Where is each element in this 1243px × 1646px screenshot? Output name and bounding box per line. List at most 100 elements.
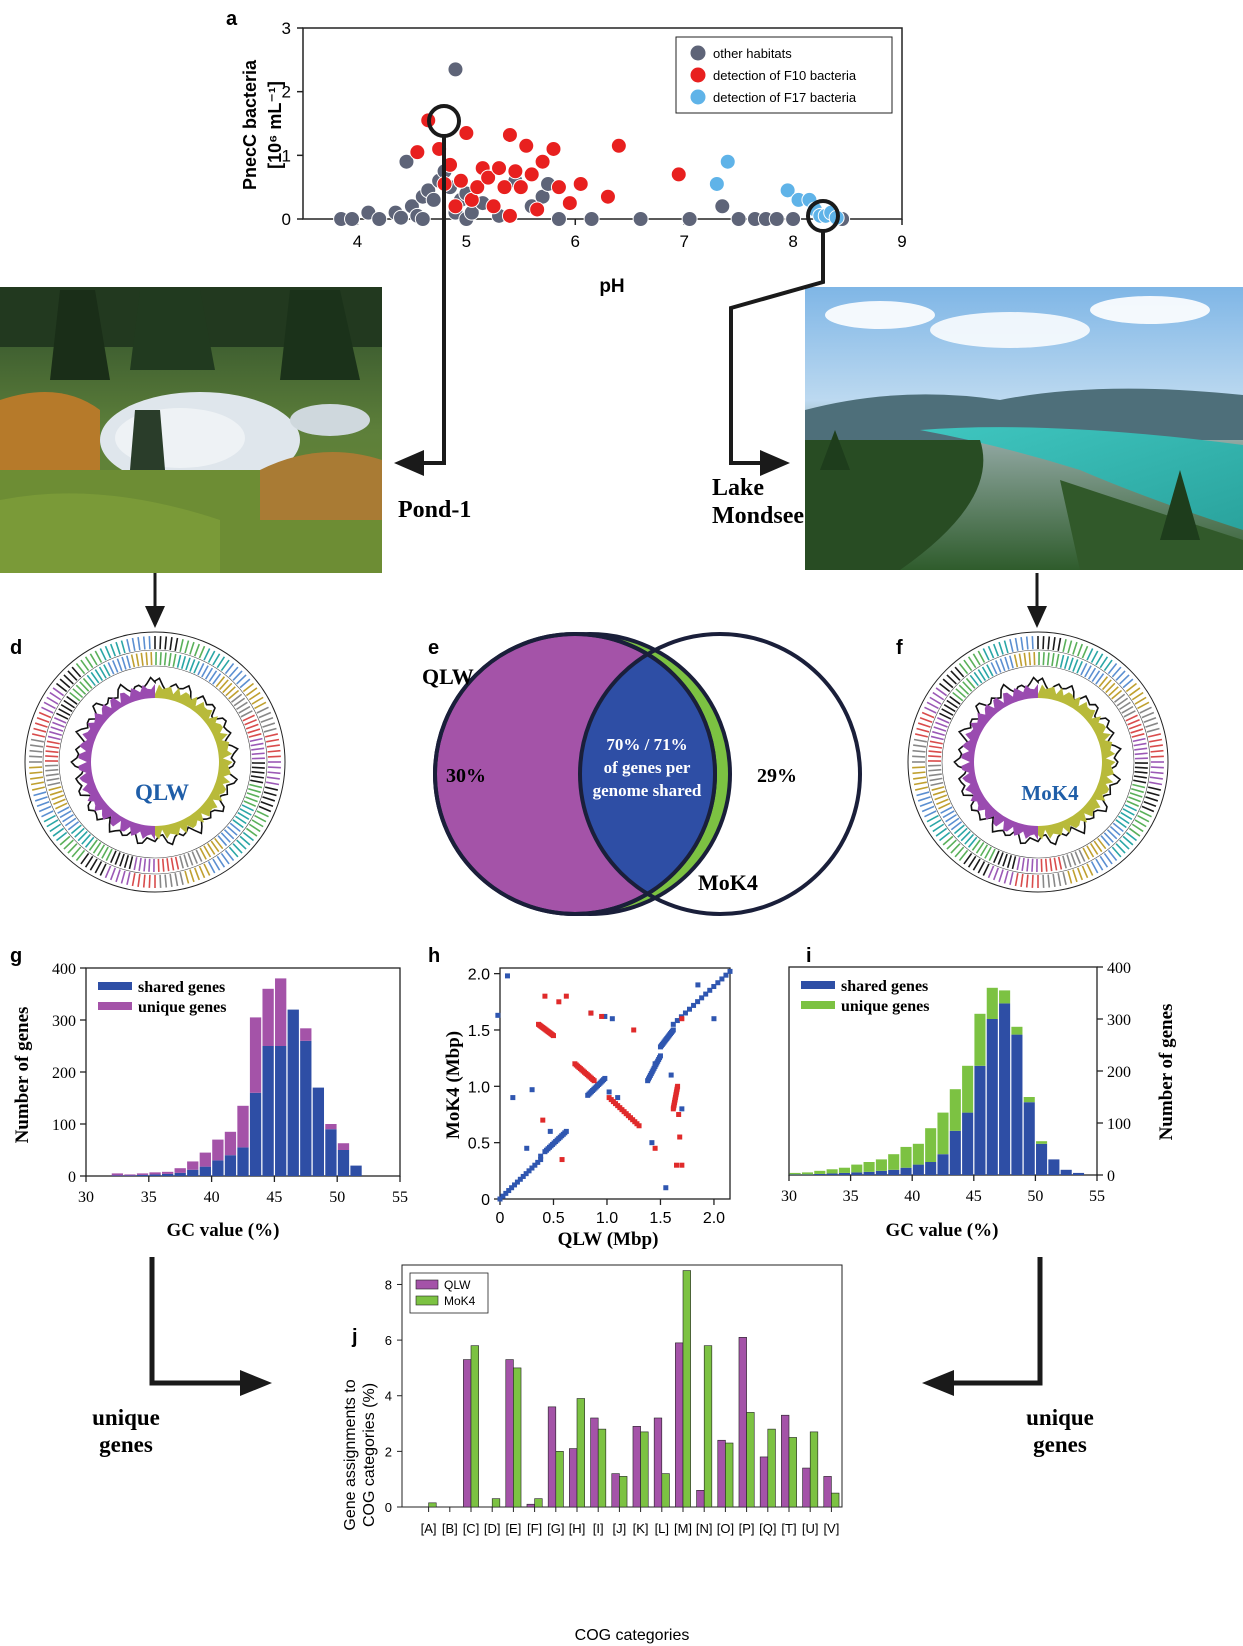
genome-map-gene-tick (1126, 800, 1140, 807)
genome-map-gene-tick (912, 755, 926, 758)
genome-map-gc-skew-negative (961, 684, 1038, 840)
genome-map-gene-tick (950, 821, 963, 831)
genome-map-gene-tick (137, 873, 141, 887)
panel-letter-a: a (226, 8, 238, 30)
chart-g-bar-2 (111, 1173, 124, 1176)
chart-g-bar-1 (337, 1150, 350, 1176)
arrow-icon (394, 450, 424, 476)
genome-map-gene-tick (935, 687, 948, 697)
chart-i-bar-2 (863, 1162, 875, 1172)
genome-map-gene-tick (1003, 640, 1009, 654)
genome-map-gene-tick (199, 847, 207, 860)
genome-map-gene-tick (266, 744, 280, 748)
chart-a-point-1 (425, 191, 442, 208)
chart-g-bar-2 (149, 1172, 161, 1175)
pond-label: Pond-1 (398, 497, 471, 523)
genome-map-gene-tick (230, 693, 243, 703)
chart-j-xtick-label: [Q] (759, 1521, 776, 1536)
chart-a-point-2 (469, 179, 486, 196)
chart-a-point-3 (708, 175, 725, 192)
chart-i-bar-2 (814, 1170, 826, 1174)
venn-diagram (433, 632, 862, 916)
genome-map-gene-tick (229, 822, 241, 833)
genome-map-gene-tick (254, 701, 267, 710)
genome-map-gene-tick (1149, 744, 1163, 748)
genome-map-gene-tick (264, 786, 279, 791)
genome-map-gene-tick (225, 686, 236, 697)
chart-h-xtick-label: 2.0 (703, 1210, 725, 1227)
chart-g-xtick-label: 35 (141, 1189, 157, 1206)
genome-map-gene-tick (1111, 846, 1122, 858)
chart-g-bar-2 (325, 1124, 337, 1130)
genome-map-gene-tick (256, 706, 269, 714)
genome-map-gene-tick (249, 737, 263, 743)
chart-a-scatter: 4 5 6 7 8 9 0 1 2 3 other habitats detection of F1… (240, 19, 907, 297)
chart-j-bar-1 (717, 1439, 726, 1508)
genome-map-gene-tick (929, 740, 943, 745)
genome-map-gene-tick (126, 638, 131, 653)
chart-h-xtick-label: 0.5 (542, 1210, 564, 1227)
genome-map-gene-tick (212, 653, 221, 666)
genome-map-gene-tick (164, 636, 168, 650)
chart-a-point-2 (550, 179, 567, 196)
chart-g-bar-1 (237, 1147, 249, 1176)
chart-i-legend-label: shared genes (841, 978, 928, 995)
genome-map-gene-tick (67, 821, 80, 831)
genome-map-gene-tick (36, 800, 50, 808)
genome-map-gene-tick (995, 660, 1002, 673)
genome-map-gene-tick (987, 645, 995, 659)
chart-h-dot-2 (636, 1123, 642, 1129)
genome-map-gene-tick (63, 839, 74, 850)
genome-map-gene-tick (1076, 643, 1084, 657)
chart-g-bar-1 (262, 1046, 274, 1176)
genome-map-gene-tick (949, 695, 961, 705)
genome-map-gene-tick (1063, 656, 1070, 669)
genome-map-gene-tick (135, 653, 140, 667)
genome-map-gene-tick (251, 766, 265, 769)
chart-h-dot-1 (687, 1006, 693, 1012)
chart-g-bar-1 (275, 1046, 287, 1176)
genome-map-gene-tick (942, 678, 954, 689)
chart-h-dot-2 (559, 1157, 565, 1163)
chart-i-bar-1 (962, 1112, 974, 1175)
genome-map-gene-tick (250, 742, 264, 747)
chart-h-ytick-label: 2.0 (468, 967, 490, 984)
genome-map-gene-tick (1107, 849, 1118, 862)
genome-map-gene-tick (116, 658, 123, 672)
chart-h-dot-1 (602, 1013, 608, 1019)
chart-h-dot-1 (547, 1128, 553, 1134)
chart-a-xtick-label: 4 (353, 232, 362, 251)
venn-intersection (580, 634, 715, 914)
genome-map-gene-tick (916, 791, 930, 797)
genome-map-gene-tick (1146, 727, 1160, 733)
genome-map-gene-tick (943, 703, 956, 713)
genome-map-gene-tick (1150, 771, 1164, 775)
genome-map-gene-tick (932, 823, 945, 833)
chart-j-bar-2 (597, 1428, 607, 1508)
genome-map-gene-tick (969, 674, 979, 687)
genome-map-gene-tick (55, 682, 68, 693)
chart-i-bar-1 (937, 1154, 949, 1175)
chart-h-dot-2 (540, 1117, 546, 1123)
genome-map-gene-tick (917, 796, 931, 802)
genome-map-gene-tick (954, 666, 965, 678)
genome-map-gene-tick (126, 655, 131, 669)
genome-map-gene-tick (1062, 638, 1067, 653)
genome-map-gc-skew-negative (78, 684, 155, 840)
genome-map-gc-content (70, 676, 239, 846)
genome-map-gene-tick (1132, 783, 1146, 789)
genome-map-gene-tick (913, 744, 927, 748)
chart-j-xtick-label: [K] (633, 1521, 649, 1536)
genome-map-gene-tick (928, 773, 942, 777)
arrow-unique-right (922, 1257, 1043, 1396)
genome-map-gene-tick (1129, 792, 1143, 798)
genome-map-ring (925, 649, 1151, 875)
genome-map-gene-tick (99, 863, 107, 876)
genome-map-gene-tick (967, 836, 978, 848)
genome-map-gene-tick (977, 650, 986, 663)
chart-j-bar-1 (781, 1414, 790, 1508)
panel-letter-f: f (896, 637, 903, 659)
genome-map-gene-tick (967, 855, 977, 868)
genome-map-gene-tick (930, 781, 944, 787)
genome-map-gene-tick (1006, 855, 1013, 868)
